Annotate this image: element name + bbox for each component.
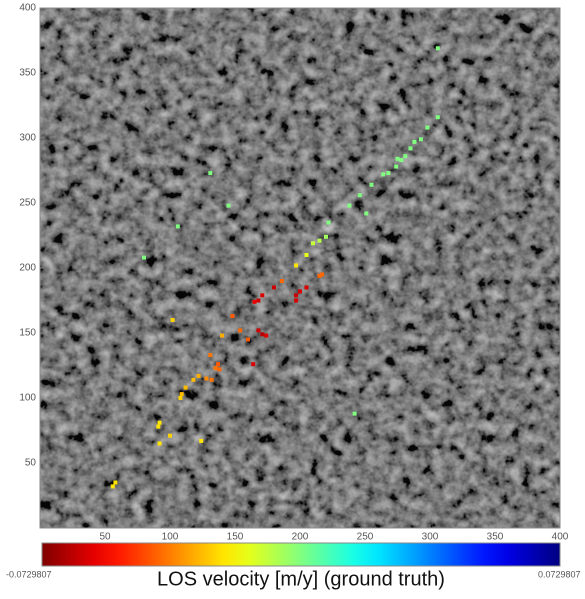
scatter-point <box>318 239 322 243</box>
scatter-point <box>272 286 276 290</box>
y-tick-label: 300 <box>19 133 36 144</box>
scatter-point <box>396 157 400 161</box>
x-tick-label: 300 <box>422 532 439 543</box>
x-tick-label: 150 <box>227 532 244 543</box>
scatter-point <box>394 165 398 169</box>
scatter-point <box>358 193 362 197</box>
clim-min-label: -0.0729807 <box>6 569 52 579</box>
scatter-point <box>436 115 440 119</box>
x-tick-label: 200 <box>292 532 309 543</box>
clim-max-label: 0.0729807 <box>538 569 581 579</box>
scatter-point <box>370 183 374 187</box>
y-tick-label: 150 <box>19 328 36 339</box>
scatter-point <box>311 241 315 245</box>
scatter-point <box>220 334 224 338</box>
scatter-point <box>227 204 231 208</box>
scatter-point <box>238 328 242 332</box>
scatter-point <box>180 392 184 396</box>
scatter-point <box>305 286 309 290</box>
scatter-point <box>280 279 284 283</box>
scatter-point <box>208 171 212 175</box>
scatter-point <box>111 484 115 488</box>
scatter-point <box>399 158 403 162</box>
scatter-point <box>436 46 440 50</box>
scatter-point <box>142 256 146 260</box>
scatter-point <box>230 314 234 318</box>
scatter-point <box>171 318 175 322</box>
scatter-point <box>381 172 385 176</box>
scatter-point <box>294 293 298 297</box>
scatter-point <box>298 289 302 293</box>
scatter-point <box>253 300 257 304</box>
scatter-point <box>214 366 218 370</box>
scatter-point <box>347 204 351 208</box>
scatter-point <box>256 299 260 303</box>
scatter-point <box>260 332 264 336</box>
scatter-point <box>168 434 172 438</box>
scatter-point <box>256 328 260 332</box>
x-tick-label: 50 <box>99 532 111 543</box>
scatter-point <box>204 377 208 381</box>
x-tick-label: 250 <box>357 532 374 543</box>
y-tick-label: 50 <box>25 458 37 469</box>
scatter-point <box>412 140 416 144</box>
scatter-point <box>294 263 298 267</box>
scatter-point <box>251 362 255 366</box>
scatter-point <box>158 421 162 425</box>
y-tick-label: 250 <box>19 198 36 209</box>
scatter-point <box>217 367 221 371</box>
scatter-point <box>364 211 368 215</box>
scatter-point <box>246 338 250 342</box>
y-tick-label: 400 <box>19 3 36 14</box>
scatter-point <box>386 171 390 175</box>
scatter-point <box>199 439 203 443</box>
scatter-point <box>197 374 201 378</box>
colorbar-title: LOS velocity [m/y] (ground truth) <box>157 568 445 590</box>
y-tick-label: 200 <box>19 263 36 274</box>
scatter-point <box>184 386 188 390</box>
scatter-point <box>425 126 429 130</box>
scatter-point <box>324 235 328 239</box>
x-tick-label: 400 <box>552 532 569 543</box>
chart: -0.0729807 0.0729807 LOS velocity [m/y] … <box>0 0 585 599</box>
scatter-point <box>260 293 264 297</box>
scatter-point <box>409 146 413 150</box>
scatter-point <box>176 224 180 228</box>
scatter-point <box>264 334 268 338</box>
x-tick-label: 350 <box>487 532 504 543</box>
x-tick-label: 100 <box>162 532 179 543</box>
scatter-point <box>210 378 214 382</box>
sar-texture <box>40 8 560 528</box>
scatter-point <box>178 396 182 400</box>
scatter-point <box>305 253 309 257</box>
scatter-point <box>156 425 160 429</box>
scatter-point <box>208 353 212 357</box>
colorbar <box>42 543 560 566</box>
scatter-point <box>353 412 357 416</box>
y-tick-label: 100 <box>19 393 36 404</box>
scatter-point <box>419 137 423 141</box>
scatter-point <box>294 299 298 303</box>
scatter-point <box>403 154 407 158</box>
scatter-point <box>158 442 162 446</box>
y-tick-label: 350 <box>19 68 36 79</box>
scatter-point <box>191 378 195 382</box>
scatter-point <box>327 221 331 225</box>
scatter-point <box>318 274 322 278</box>
scatter-point <box>113 481 117 485</box>
scatter-point <box>216 362 220 366</box>
